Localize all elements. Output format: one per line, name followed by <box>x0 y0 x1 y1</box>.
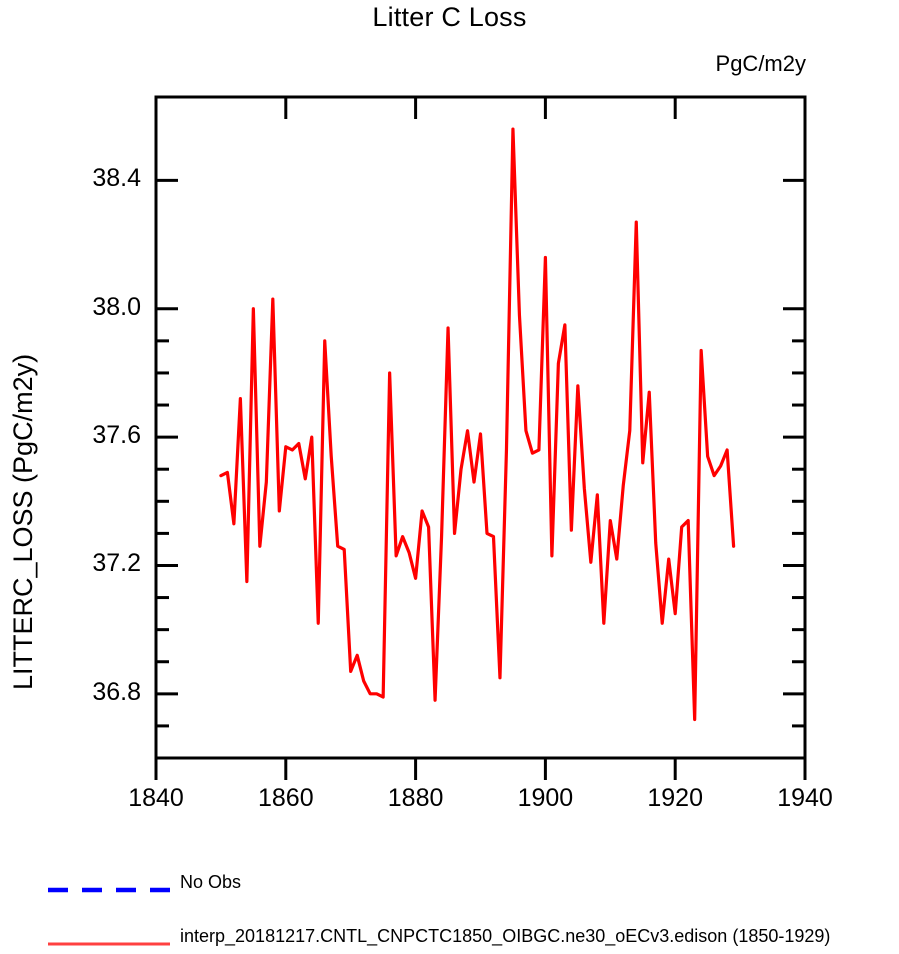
x-tick-label: 1860 <box>257 784 314 812</box>
data-series-line <box>219 127 736 722</box>
y-axis-major-ticks <box>156 178 805 696</box>
x-tick-label: 1940 <box>777 784 833 812</box>
y-tick-label: 38.0 <box>92 292 141 321</box>
plot-frame <box>154 95 807 760</box>
y-tick-label: 37.2 <box>92 549 141 578</box>
legend-label-no-obs: No Obs <box>180 872 242 892</box>
x-tick-label: 1920 <box>647 784 703 812</box>
dashed-line-icon <box>48 887 170 893</box>
y-tick-label: 37.6 <box>92 421 141 450</box>
unit-label: PgC/m2y <box>715 51 806 76</box>
page-title: Litter C Loss <box>372 2 527 32</box>
x-tick-label: 1840 <box>128 784 184 812</box>
y-tick-label: 36.8 <box>92 677 141 706</box>
legend-entry-model-run[interactable]: interp_20181217.CNTL_CNPCTC1850_OIBGC.ne… <box>0 926 899 954</box>
solid-line-icon <box>48 942 170 946</box>
y-tick-label: 38.4 <box>92 164 141 193</box>
legend-label-model-run: interp_20181217.CNTL_CNPCTC1850_OIBGC.ne… <box>180 926 831 946</box>
x-tick-label: 1880 <box>387 784 444 812</box>
legend-entry-no-obs[interactable]: No Obs <box>0 872 899 905</box>
x-tick-label: 1900 <box>517 784 574 812</box>
x-axis-major-ticks <box>154 97 807 780</box>
y-axis-minor-ticks <box>156 339 805 728</box>
